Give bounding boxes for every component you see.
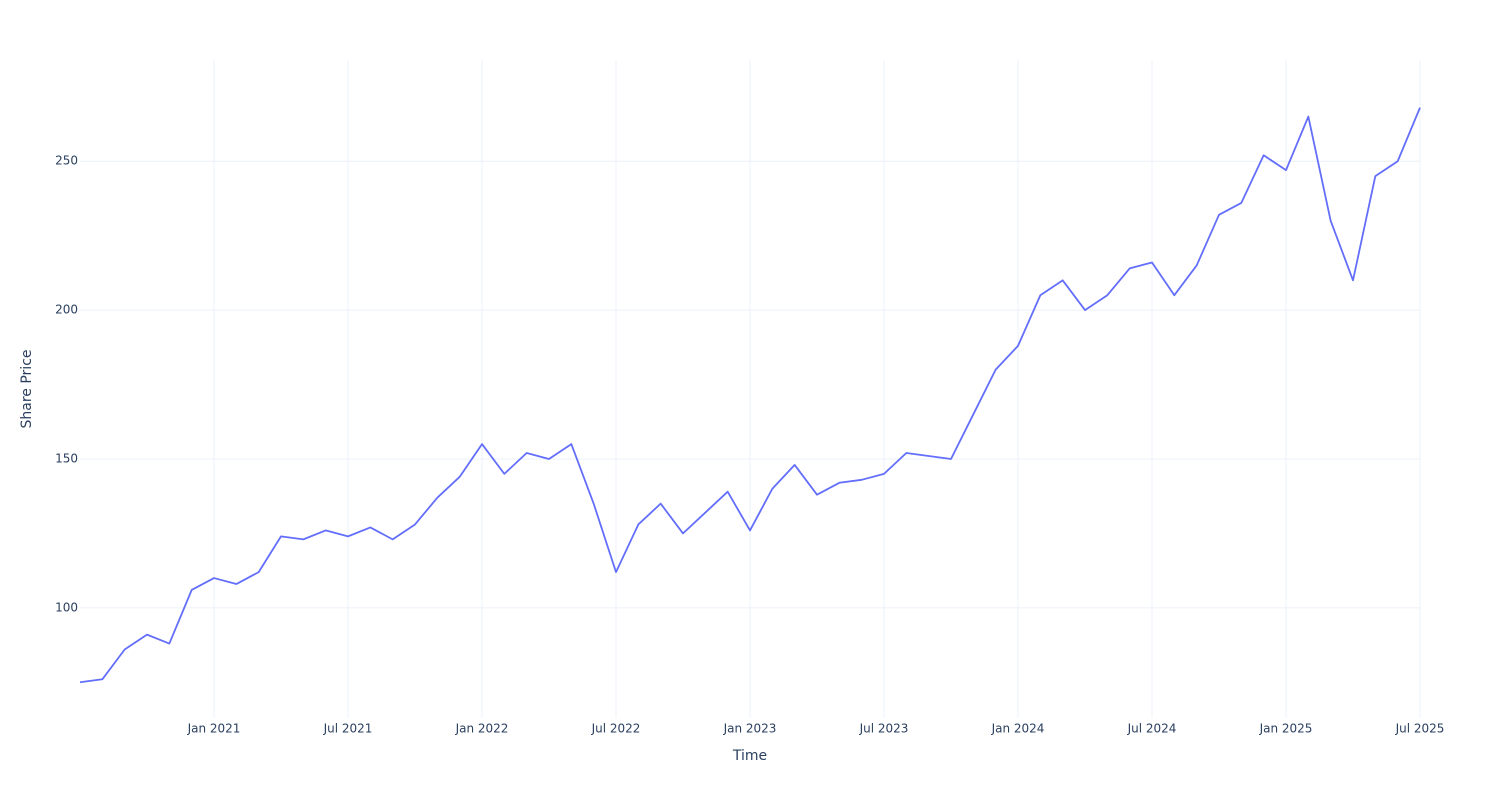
x-tick-label: Jul 2021 (323, 722, 373, 736)
y-tick-label: 200 (55, 303, 78, 317)
x-tick-label: Jan 2025 (1259, 722, 1313, 736)
x-tick-label: Jan 2022 (455, 722, 509, 736)
x-tick-label: Jul 2025 (1395, 722, 1445, 736)
y-tick-label: 250 (55, 154, 78, 168)
x-tick-label: Jan 2024 (991, 722, 1045, 736)
x-tick-label: Jul 2023 (859, 722, 909, 736)
y-axis-title: Share Price (19, 349, 35, 428)
x-tick-label: Jan 2023 (723, 722, 777, 736)
price-line (79, 107, 1421, 684)
x-tick-label: Jan 2021 (187, 722, 241, 736)
x-tick-label: Jul 2024 (1127, 722, 1177, 736)
x-tick-label: Jul 2022 (591, 722, 641, 736)
y-tick-label: 100 (55, 600, 78, 614)
x-axis-title: Time (732, 748, 767, 764)
y-tick-label: 150 (55, 451, 78, 465)
